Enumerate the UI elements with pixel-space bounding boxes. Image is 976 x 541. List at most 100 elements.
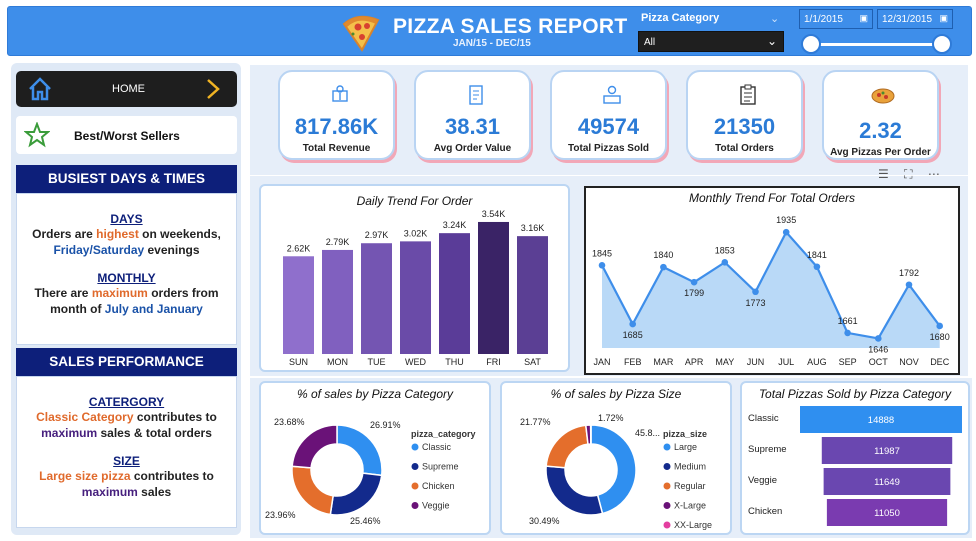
chevron-down-icon[interactable]: ⌄ (770, 13, 780, 25)
daily-bar-label: 2.79K (326, 237, 350, 247)
daily-x-tick: WED (405, 357, 426, 367)
date-slider-track[interactable] (810, 43, 943, 46)
date-slider-end-handle[interactable] (932, 34, 952, 54)
hbar-category-label: Chicken (748, 506, 782, 517)
legend-marker (411, 482, 419, 490)
kpi-card-total-pizzas-sold: 49574 Total Pizzas Sold (550, 70, 667, 160)
chart-title: Monthly Trend For Total Orders (688, 191, 856, 205)
hbar-category-label: Veggie (748, 475, 777, 486)
daily-trend-chart: 2.62K SUN 2.79K MON 2.97K TUE 3.02K WED 3.24K THU… (283, 209, 548, 367)
clipboard-icon (740, 84, 756, 105)
page-subtitle: JAN/15 - DEC/15 (453, 38, 531, 49)
pizza-icon (871, 88, 895, 104)
chart-title: % of sales by Pizza Size (550, 387, 682, 401)
legend-label: Supreme (422, 462, 459, 472)
legend-label: Large (674, 442, 697, 452)
legend-label: Regular (674, 481, 706, 491)
sales-body: CATERGORY Classic Category contributes t… (16, 376, 237, 528)
size-donut-panel: % of sales by Pizza Size 45.8... 30.49% 21… (500, 381, 732, 535)
monthly-point-label: 1845 (592, 248, 612, 258)
legend-marker (663, 443, 671, 451)
delivery-icon (603, 85, 621, 104)
monthly-point (629, 320, 636, 328)
legend-label: Chicken (422, 481, 455, 491)
monthly-point (598, 261, 606, 269)
kpi-value: 38.31 (444, 114, 501, 139)
end-date-input[interactable]: 12/31/2015 ▣ (877, 9, 953, 29)
monthly-x-tick: MAY (715, 357, 734, 367)
donut-slice (291, 424, 338, 469)
kpi-card-total-orders: 21350 Total Orders (686, 70, 803, 160)
category-line-1: Classic Category contributes to (36, 410, 217, 424)
monthly-point-label: 1792 (899, 268, 919, 278)
monthly-point (752, 288, 759, 296)
date-slider-start-handle[interactable] (801, 34, 821, 54)
kpi-value: 817.86K (294, 114, 379, 139)
category-dropdown-value: All (644, 37, 656, 48)
kpi-label: Total Orders (715, 143, 774, 154)
hbar-value-label: 11649 (874, 477, 900, 488)
donut-data-label: 25.46% (350, 516, 381, 526)
category-bar-chart: Classic 14888 Supreme 11987 Veggie 11649 Chick… (748, 406, 962, 526)
hbar-bar (823, 468, 951, 495)
monthly-point-label: 1685 (623, 330, 643, 340)
calendar-icon[interactable]: ▣ (859, 13, 868, 23)
focus-mode-icon[interactable]: ⛶ (904, 167, 913, 181)
daily-x-tick: SAT (524, 357, 541, 367)
legend-marker (663, 502, 671, 509)
daily-bar-label: 3.54K (482, 209, 506, 219)
filter-icon[interactable]: ☰ (878, 167, 889, 181)
legend-marker (411, 463, 419, 470)
monthly-point-label: 1853 (715, 245, 735, 255)
kpi-card-total-revenue: 817.86K Total Revenue (278, 70, 395, 160)
monthly-line (601, 230, 941, 340)
visual-toolbar: ☰ ⛶ ⋯ (878, 167, 940, 182)
monthly-point (813, 263, 821, 271)
donut-data-label: 30.49% (529, 516, 560, 526)
donut-data-label: 26.91% (370, 420, 401, 430)
monthly-x-tick: JUL (778, 357, 794, 367)
hbar-value-label: 11987 (874, 446, 900, 457)
legend-marker (411, 502, 419, 509)
category-donut-chart: 26.91% 25.46% 23.96% 23.68% pizza_category Cl… (265, 417, 476, 526)
hbar-bar (821, 437, 953, 464)
hbar-bar (826, 499, 948, 526)
monthly-x-tick: SEP (839, 357, 857, 367)
legend-label: Medium (674, 462, 706, 472)
donut-data-label: 21.77% (520, 417, 551, 427)
monthly-area (602, 232, 940, 348)
receipt-icon (469, 85, 483, 105)
start-date-input[interactable]: 1/1/2015 ▣ (799, 9, 873, 29)
best-worst-sellers-label: Best/Worst Sellers (74, 129, 180, 143)
home-button[interactable]: HOME (16, 71, 237, 107)
legend-label: Classic (422, 442, 452, 452)
daily-bar (283, 256, 314, 354)
more-options-icon[interactable]: ⋯ (927, 167, 940, 181)
chart-title: % of sales by Pizza Category (296, 387, 454, 401)
category-dropdown[interactable]: All ⌄ (638, 31, 784, 52)
daily-bar-label: 2.62K (287, 243, 311, 253)
legend-title: pizza_size (663, 429, 707, 439)
daily-bar-label: 3.24K (443, 220, 467, 230)
monthly-trend-chart: 1845 JAN 1685 FEB 1840 MAR 1799 APR 1853 MAY 1773 J… (592, 215, 950, 367)
donut-data-label: 45.8... (635, 428, 660, 438)
page-title: PIZZA SALES REPORT (393, 15, 628, 38)
donut-slice (545, 424, 589, 469)
size-line-2: maximum sales (81, 485, 172, 499)
calendar-icon[interactable]: ▣ (939, 13, 948, 23)
kpi-label: Total Pizzas Sold (568, 143, 649, 154)
donut-data-label: 23.68% (274, 417, 305, 427)
daily-x-tick: SUN (289, 357, 308, 367)
monthly-point (721, 259, 729, 266)
monthly-x-tick: APR (685, 357, 704, 367)
daily-trend-panel: Daily Trend For Order 2.62K SUN 2.79K MON 2.… (259, 184, 570, 372)
monthly-point-label: 1841 (807, 250, 827, 260)
monthly-x-tick: FEB (624, 357, 642, 367)
hbar-category-label: Classic (748, 413, 779, 424)
daily-bar (361, 243, 392, 354)
best-worst-sellers-button[interactable]: Best/Worst Sellers (16, 116, 237, 154)
monthly-x-tick: OCT (869, 357, 889, 367)
kpi-value: 21350 (713, 114, 776, 139)
daily-bar (322, 249, 353, 354)
monthly-point-label: 1935 (776, 215, 796, 225)
